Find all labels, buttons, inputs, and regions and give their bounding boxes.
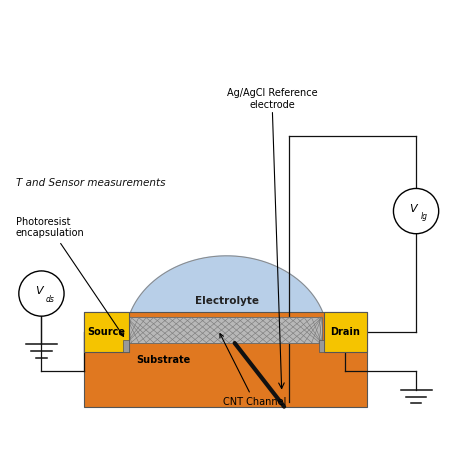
Text: Ag/AgCl Reference
electrode: Ag/AgCl Reference electrode [227, 88, 318, 110]
Text: lg: lg [421, 212, 428, 221]
Polygon shape [125, 256, 328, 338]
Text: V: V [35, 286, 43, 296]
FancyBboxPatch shape [123, 340, 128, 353]
FancyBboxPatch shape [126, 317, 322, 343]
Text: T and Sensor measurements: T and Sensor measurements [16, 178, 165, 188]
Text: V: V [410, 204, 417, 214]
Text: ds: ds [46, 295, 55, 304]
Text: Drain: Drain [330, 328, 360, 337]
Text: CNT Channel: CNT Channel [220, 334, 286, 407]
FancyBboxPatch shape [319, 340, 324, 353]
Text: Source: Source [87, 328, 125, 337]
FancyBboxPatch shape [84, 312, 128, 353]
Text: Electrolyte: Electrolyte [195, 296, 259, 306]
Circle shape [19, 271, 64, 316]
Text: Substrate: Substrate [136, 355, 190, 365]
FancyBboxPatch shape [324, 312, 366, 353]
Circle shape [393, 189, 438, 234]
Text: Photoresist
encapsulation: Photoresist encapsulation [16, 217, 124, 337]
FancyBboxPatch shape [84, 312, 366, 407]
